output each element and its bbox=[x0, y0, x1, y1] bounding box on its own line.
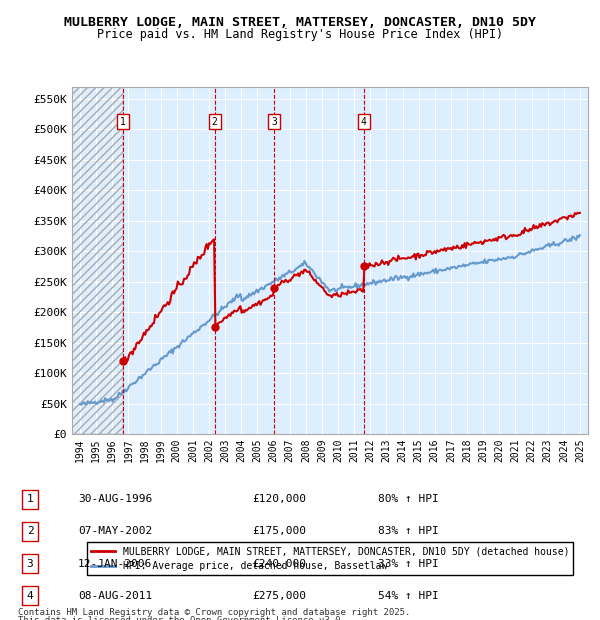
Text: 54% ↑ HPI: 54% ↑ HPI bbox=[378, 591, 439, 601]
Text: 2: 2 bbox=[212, 117, 218, 126]
Text: 2: 2 bbox=[26, 526, 34, 536]
Text: 83% ↑ HPI: 83% ↑ HPI bbox=[378, 526, 439, 536]
Bar bbox=[72, 87, 123, 434]
Text: £175,000: £175,000 bbox=[252, 526, 306, 536]
Text: 07-MAY-2002: 07-MAY-2002 bbox=[78, 526, 152, 536]
Text: 08-AUG-2011: 08-AUG-2011 bbox=[78, 591, 152, 601]
Text: 4: 4 bbox=[361, 117, 367, 126]
Text: 4: 4 bbox=[26, 591, 34, 601]
Text: Contains HM Land Registry data © Crown copyright and database right 2025.: Contains HM Land Registry data © Crown c… bbox=[18, 608, 410, 617]
Text: 12-JAN-2006: 12-JAN-2006 bbox=[78, 559, 152, 569]
Text: This data is licensed under the Open Government Licence v3.0.: This data is licensed under the Open Gov… bbox=[18, 616, 346, 620]
Legend: MULBERRY LODGE, MAIN STREET, MATTERSEY, DONCASTER, DN10 5DY (detached house), HP: MULBERRY LODGE, MAIN STREET, MATTERSEY, … bbox=[87, 542, 573, 575]
Text: 3: 3 bbox=[271, 117, 277, 126]
Text: £120,000: £120,000 bbox=[252, 494, 306, 504]
Text: MULBERRY LODGE, MAIN STREET, MATTERSEY, DONCASTER, DN10 5DY: MULBERRY LODGE, MAIN STREET, MATTERSEY, … bbox=[64, 16, 536, 29]
Text: £240,000: £240,000 bbox=[252, 559, 306, 569]
Text: 1: 1 bbox=[26, 494, 34, 504]
Text: 33% ↑ HPI: 33% ↑ HPI bbox=[378, 559, 439, 569]
Text: 30-AUG-1996: 30-AUG-1996 bbox=[78, 494, 152, 504]
Text: 80% ↑ HPI: 80% ↑ HPI bbox=[378, 494, 439, 504]
Text: Price paid vs. HM Land Registry's House Price Index (HPI): Price paid vs. HM Land Registry's House … bbox=[97, 28, 503, 41]
Text: £275,000: £275,000 bbox=[252, 591, 306, 601]
Text: 3: 3 bbox=[26, 559, 34, 569]
Text: 1: 1 bbox=[120, 117, 126, 126]
